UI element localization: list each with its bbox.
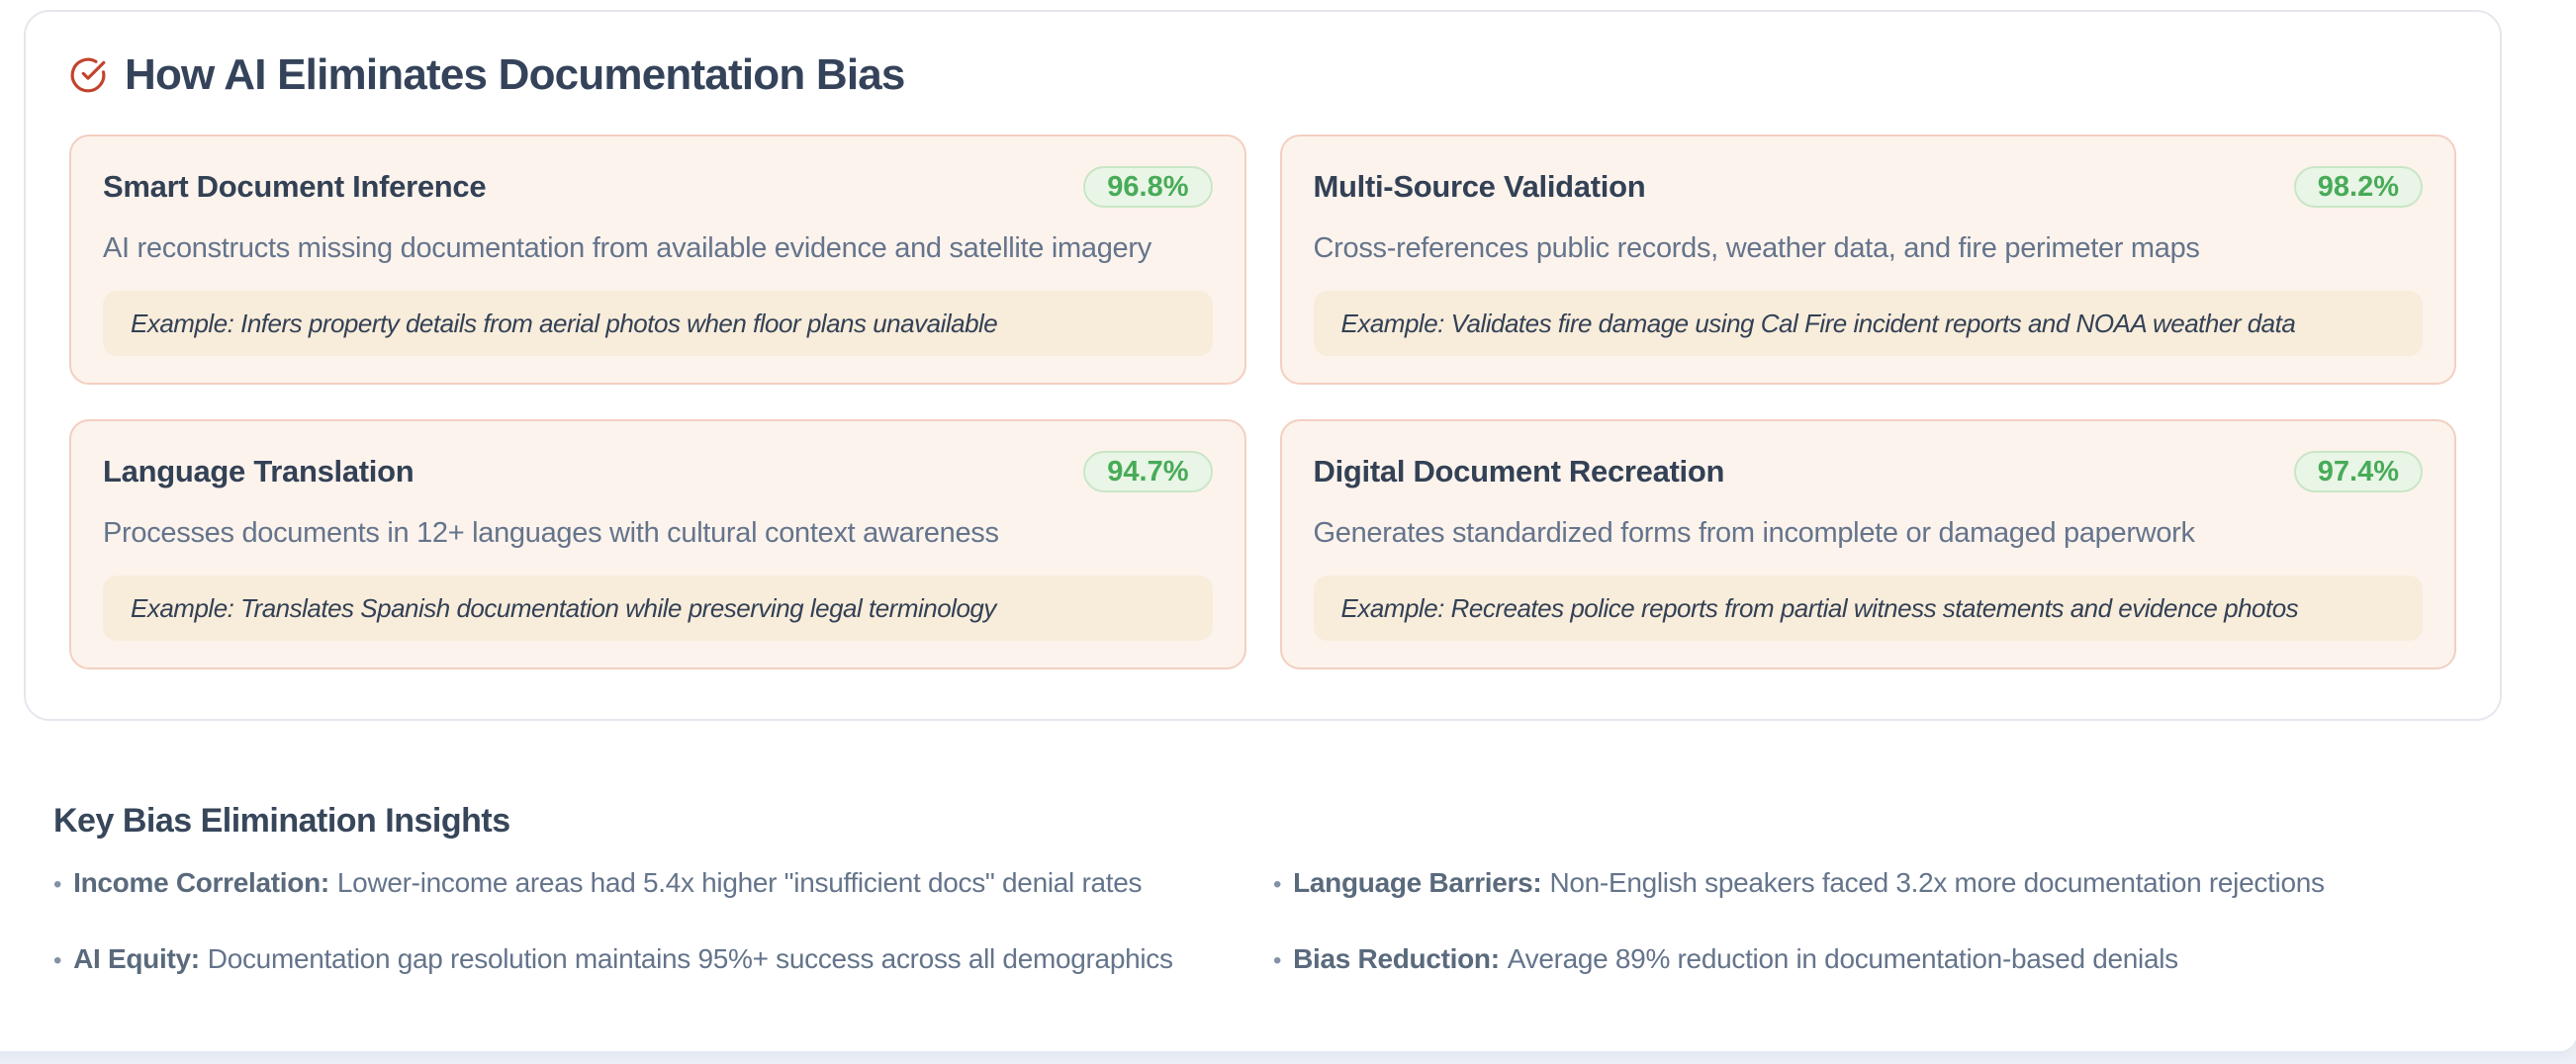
insight-item: • Language Barriers: Non-English speakers … — [1273, 860, 2507, 907]
accuracy-badge: 96.8% — [1083, 166, 1213, 208]
feature-description: AI reconstructs missing documentation fr… — [103, 232, 1151, 264]
insight-label: AI Equity: — [73, 943, 200, 974]
insight-item: • Income Correlation: Lower-income areas h… — [53, 860, 1273, 907]
accuracy-badge: 94.7% — [1083, 451, 1213, 492]
feature-card-header: Language Translation 94.7% — [103, 451, 1213, 492]
feature-example: Example: Infers property details from ae… — [103, 291, 1213, 356]
feature-cards-grid: Smart Document Inference 96.8% AI recons… — [69, 134, 2456, 669]
insight-label: Bias Reduction: — [1293, 943, 1500, 974]
feature-example: Example: Translates Spanish documentatio… — [103, 576, 1213, 641]
insight-text: Average 89% reduction in documentation-b… — [1507, 943, 2178, 974]
feature-card: Language Translation 94.7% Processes doc… — [69, 419, 1246, 669]
feature-title: Multi-Source Validation — [1313, 169, 1646, 204]
bullet-icon: • — [53, 871, 62, 898]
bullet-icon: • — [53, 947, 62, 974]
feature-description: Processes documents in 12+ languages wit… — [103, 517, 999, 549]
ai-bias-panel: How AI Eliminates Documentation Bias Sma… — [24, 10, 2502, 721]
feature-title: Language Translation — [103, 454, 414, 488]
insight-text: Lower-income areas had 5.4x higher "insu… — [336, 867, 1143, 898]
feature-card-header: Multi-Source Validation 98.2% — [1313, 166, 2423, 208]
feature-title: Digital Document Recreation — [1313, 454, 1725, 488]
circle-check-icon — [69, 56, 107, 94]
page-title: How AI Eliminates Documentation Bias — [125, 50, 905, 99]
feature-card: Digital Document Recreation 97.4% Genera… — [1279, 419, 2456, 669]
insight-text: Non-English speakers faced 3.2x more doc… — [1549, 867, 2325, 898]
insight-item: • AI Equity: Documentation gap resolution … — [53, 936, 1273, 983]
insights-grid: • Income Correlation: Lower-income areas h… — [53, 860, 2507, 983]
feature-example: Example: Recreates police reports from p… — [1313, 576, 2423, 641]
feature-description: Cross-references public records, weather… — [1313, 232, 2200, 264]
accuracy-badge: 98.2% — [2293, 166, 2423, 208]
feature-card-header: Digital Document Recreation 97.4% — [1313, 451, 2423, 492]
bullet-icon: • — [1273, 947, 1282, 974]
insight-label: Income Correlation: — [73, 867, 329, 898]
insight-text: Documentation gap resolution maintains 9… — [207, 943, 1173, 974]
panel-header: How AI Eliminates Documentation Bias — [69, 47, 2456, 103]
feature-title: Smart Document Inference — [103, 169, 487, 204]
bullet-icon: • — [1273, 871, 1282, 898]
feature-card: Multi-Source Validation 98.2% Cross-refe… — [1279, 134, 2456, 385]
insights-section: Key Bias Elimination Insights • Income Co… — [53, 799, 2507, 983]
feature-example: Example: Validates fire damage using Cal… — [1313, 291, 2423, 356]
insight-label: Language Barriers: — [1293, 867, 1542, 898]
insights-heading: Key Bias Elimination Insights — [53, 802, 510, 840]
accuracy-badge: 97.4% — [2293, 451, 2423, 492]
feature-description: Generates standardized forms from incomp… — [1313, 517, 2196, 549]
feature-card: Smart Document Inference 96.8% AI recons… — [69, 134, 1246, 385]
feature-card-header: Smart Document Inference 96.8% — [103, 166, 1213, 208]
insight-item: • Bias Reduction: Average 89% reduction in… — [1273, 936, 2507, 983]
